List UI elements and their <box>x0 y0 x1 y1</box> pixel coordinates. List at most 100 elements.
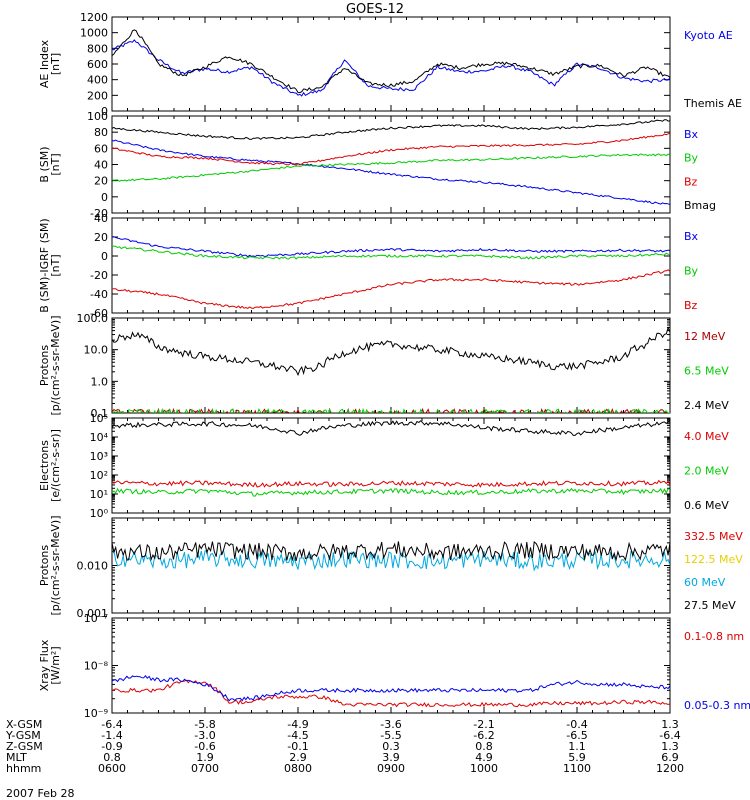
legend-entry: 4.0 MeV <box>684 430 729 443</box>
panel-7: 10⁻⁹ 10⁻⁸ 10⁻⁷ Xray Flux[W/m²] 0.1-0.8 nm 0.0… <box>38 612 750 720</box>
y-tick-label: 0.010 <box>77 560 109 573</box>
y-tick-label: 1000 <box>80 27 108 40</box>
series-line-bx <box>112 236 670 258</box>
series-line-0-1-0-8-nm <box>112 679 670 708</box>
footer-value: -3.6 <box>380 718 401 731</box>
footer-value: -0.9 <box>101 740 122 753</box>
y-tick-label: 10⁻⁸ <box>84 660 109 673</box>
footer-value: -0.1 <box>287 740 308 753</box>
footer-value: -4.9 <box>287 718 308 731</box>
y-tick-label: 400 <box>87 74 108 87</box>
panel-frame <box>111 517 671 614</box>
coordinate-footer: X-GSM -6.4 -5.8 -4.9 -3.6 -2.1 -0.4 1.3 Y-GSM -1.… <box>5 718 684 775</box>
footer-value: 5.9 <box>568 751 586 764</box>
series-line-by <box>112 153 670 182</box>
y-tick-label: 1200 <box>80 11 108 24</box>
y-tick-label: 100 <box>87 110 108 123</box>
y-axis-label: [nT] <box>49 53 62 75</box>
y-tick-label: 20 <box>94 231 108 244</box>
footer-value: -6.5 <box>566 729 587 742</box>
legend-entry: 60 MeV <box>684 576 726 589</box>
y-tick-label: 100.0 <box>77 312 109 325</box>
series-line-0-05-0-3-nm <box>112 675 670 702</box>
legend-entry: By <box>684 152 699 165</box>
footer-value: -0.6 <box>194 740 215 753</box>
y-axis-label: Electrons <box>38 440 51 491</box>
footer-row-label: MLT <box>6 751 27 764</box>
footer-value: 6.9 <box>661 751 679 764</box>
y-axis-label: [p/(cm²-s-sr-MeV)] <box>49 516 62 616</box>
y-tick-label: 0 <box>101 250 108 263</box>
series-line-bx <box>112 139 670 206</box>
footer-value: 1.1 <box>568 740 586 753</box>
legend-entry: Bx <box>684 230 699 243</box>
series-line-12-mev <box>112 407 669 413</box>
footer-value: 0.3 <box>382 740 400 753</box>
footer-value: -5.5 <box>380 729 401 742</box>
y-tick-label: 600 <box>87 58 108 71</box>
y-tick-label: -20 <box>90 207 108 220</box>
footer-value: 1.9 <box>196 751 214 764</box>
panel-frame <box>111 217 671 314</box>
series-line-bz <box>112 269 670 309</box>
series-line-27-5-mev <box>112 541 670 562</box>
panel-frame <box>111 317 671 414</box>
y-axis-label: Xray Flux <box>38 639 51 691</box>
footer-row-label: Z-GSM <box>6 740 43 753</box>
footer-value: 0.8 <box>103 751 121 764</box>
legend-entry: 2.4 MeV <box>684 399 729 412</box>
legend-entry: 0.6 MeV <box>684 499 729 512</box>
footer-value: -1.4 <box>101 729 122 742</box>
y-tick-label: -60 <box>90 307 108 320</box>
footer-value: -5.8 <box>194 718 215 731</box>
series-line-by <box>112 245 670 260</box>
series-line-6-5-mev <box>112 407 670 413</box>
footer-value: -4.5 <box>287 729 308 742</box>
y-tick-label: 0.001 <box>77 607 109 620</box>
panel-1: 0 200 400 600 800 1000 1200 AE Index[nT] Kyoto A… <box>38 11 742 118</box>
footer-row-label: hhmm <box>6 762 41 775</box>
footer-value: 1200 <box>656 762 684 775</box>
y-tick-label: 10⁻⁹ <box>84 707 108 720</box>
y-axis-label: [e/(cm²-s-sr)] <box>49 429 62 502</box>
footer-value: 2.9 <box>289 751 307 764</box>
figure-title: GOES-12 <box>346 2 404 17</box>
series-line-themis-ae <box>112 29 670 94</box>
y-tick-label: 80 <box>94 126 108 139</box>
legend-entry: 12 MeV <box>684 330 726 343</box>
series-line-60-mev <box>112 549 670 572</box>
y-axis-label: AE Index <box>38 39 51 88</box>
y-tick-label: 800 <box>87 42 108 55</box>
footer-value: 1.3 <box>661 740 679 753</box>
y-tick-label: 0.1 <box>91 407 109 420</box>
y-axis-label: Protons <box>38 345 51 386</box>
footer-value: -3.0 <box>194 729 215 742</box>
footer-value: 1100 <box>563 762 591 775</box>
panel-frame <box>111 617 671 714</box>
y-axis-label: [p/(cm²-s-sr-MeV)] <box>49 316 62 416</box>
footer-value: 1.3 <box>661 718 679 731</box>
footer-value: 1000 <box>470 762 498 775</box>
y-tick-label: 10⁵ <box>90 412 108 425</box>
y-tick-label: 10⁴ <box>90 431 109 444</box>
footer-row-label: Y-GSM <box>5 729 41 742</box>
footer-value: -6.4 <box>659 729 680 742</box>
y-axis-label: Protons <box>38 545 51 586</box>
footer-value: 3.9 <box>382 751 400 764</box>
footer-value: -6.4 <box>101 718 122 731</box>
series-line-4-0-mev <box>112 479 670 488</box>
panel-frame <box>111 115 671 214</box>
y-axis-label: [nT] <box>49 254 62 276</box>
footer-row-label: X-GSM <box>6 718 42 731</box>
y-axis-label: B (SM)-IGRF (SM) <box>38 218 51 312</box>
panel-4: 0.1 1.0 10.0 100.0 Protons[p/(cm²-s-sr-MeV)]… <box>38 312 729 420</box>
footer-value: 4.9 <box>475 751 493 764</box>
footer-value: 0900 <box>377 762 405 775</box>
y-axis-label: [W/m²] <box>49 646 62 684</box>
series-line-2-4-mev <box>112 326 670 377</box>
footer-value: 0800 <box>284 762 312 775</box>
y-axis-label: [nT] <box>49 153 62 175</box>
y-tick-label: 60 <box>94 142 108 155</box>
y-tick-label: 10⁰ <box>90 507 109 520</box>
